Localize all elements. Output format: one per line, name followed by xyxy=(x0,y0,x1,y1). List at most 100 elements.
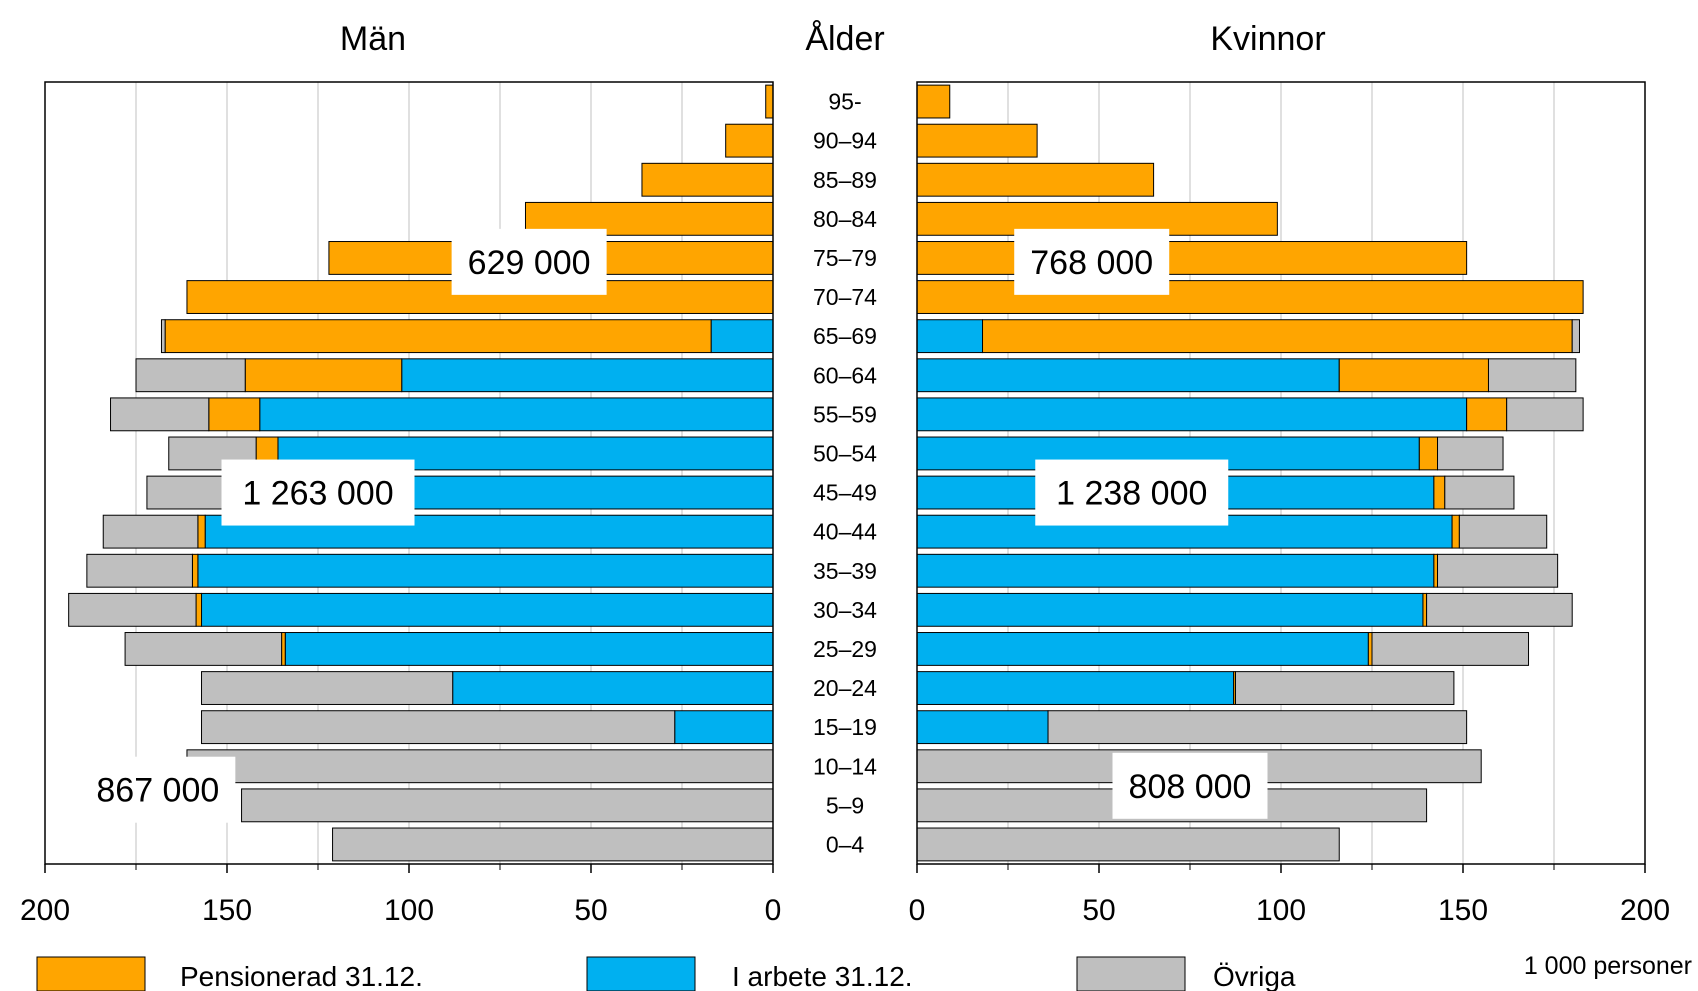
women-bar-15–19 xyxy=(916,710,1049,745)
right-tick-label: 0 xyxy=(909,894,926,927)
men-bar-5–9 xyxy=(241,788,774,823)
men-bar-40–44 xyxy=(197,514,206,549)
women-bar-50–54 xyxy=(1437,436,1504,471)
right-tick-label: 50 xyxy=(1082,894,1115,927)
women-bar-25–29 xyxy=(1371,632,1530,666)
annotation-box-men_working xyxy=(221,459,415,526)
annotation-box-women_other xyxy=(1112,752,1268,819)
women-bar-15–19 xyxy=(1047,710,1468,745)
age-label: 25–29 xyxy=(813,636,877,662)
men-bar-25–29 xyxy=(281,632,286,666)
women-bar-30–34 xyxy=(916,592,1424,627)
age-labels: 95- 90–94 85–89 80–84 75–79 70–74 65–69 60–64 55… xyxy=(813,89,877,858)
women-bar-55–59 xyxy=(1506,397,1584,432)
men-bar-55–59 xyxy=(110,397,210,432)
men-bar-90–94 xyxy=(725,123,774,158)
age-label: 50–54 xyxy=(813,440,877,466)
women-bar-60–64 xyxy=(1487,358,1577,393)
age-label: 45–49 xyxy=(813,480,877,506)
men-title: Män xyxy=(340,20,406,58)
men-bar-55–59 xyxy=(208,397,261,432)
right-tick-label: 200 xyxy=(1620,894,1670,927)
legend-label-working: I arbete 31.12. xyxy=(732,961,913,991)
men-bar-85–89 xyxy=(641,162,774,197)
age-label: 40–44 xyxy=(813,519,877,545)
age-title: Ålder xyxy=(805,20,884,58)
annotation-men_other: 867 000 xyxy=(96,772,219,810)
age-label: 75–79 xyxy=(813,245,877,271)
men-bar-15–19 xyxy=(674,710,774,745)
men-bar-25–29 xyxy=(124,632,283,666)
left-tick-label: 50 xyxy=(574,894,607,927)
annotation-women_working: 1 238 000 xyxy=(1056,475,1207,513)
legend-swatch-working xyxy=(586,956,696,991)
age-label: 60–64 xyxy=(813,362,877,388)
annotation-box-men_pensioners xyxy=(451,228,607,295)
annotation-box-women_working xyxy=(1035,459,1229,526)
men-bar-30–34 xyxy=(195,592,203,627)
women-bar-85–89 xyxy=(916,162,1155,197)
legend-label-pensioner: Pensionerad 31.12. xyxy=(180,961,423,991)
women-bar-20–24 xyxy=(1235,671,1455,705)
men-bar-35–39 xyxy=(197,553,774,588)
women-bar-50–54 xyxy=(1418,436,1439,471)
women-bar-90–94 xyxy=(916,123,1038,158)
annotation-box-women_pensioners xyxy=(1014,228,1170,295)
left-tick-label: 150 xyxy=(202,894,252,927)
age-label: 65–69 xyxy=(813,323,877,349)
annotation-women_pensioners: 768 000 xyxy=(1030,244,1153,282)
legend-swatch-pensioner xyxy=(36,956,146,991)
age-label: 30–34 xyxy=(813,597,877,623)
men-bar-65–69 xyxy=(160,319,166,354)
men-bar-45–49 xyxy=(146,475,232,510)
women-bar-55–59 xyxy=(916,397,1468,432)
annotation-women_other: 808 000 xyxy=(1129,768,1252,806)
annotation-men_pensioners: 629 000 xyxy=(468,244,591,282)
age-label: 90–94 xyxy=(813,128,877,154)
women-bar-65–69 xyxy=(982,319,1573,354)
women-bar-45–49 xyxy=(1444,475,1515,510)
axis-ticks: 200 150 100 50 0 0 50 100 150 200 xyxy=(20,864,1670,927)
men-bar-25–29 xyxy=(284,632,774,666)
men-bar-20–24 xyxy=(201,671,454,705)
age-label: 10–14 xyxy=(813,753,877,779)
age-label: 5–9 xyxy=(826,792,864,818)
men-bar-10–14 xyxy=(186,749,774,784)
women-bar-35–39 xyxy=(1437,553,1559,588)
age-label: 95- xyxy=(828,89,861,115)
men-bar-15–19 xyxy=(201,710,676,745)
women-bar-35–39 xyxy=(1433,553,1439,588)
women-bar-40–44 xyxy=(1451,514,1460,549)
women-bar-95- xyxy=(916,84,951,119)
men-bar-95- xyxy=(765,84,774,119)
age-label: 0–4 xyxy=(826,831,865,857)
right-tick-label: 100 xyxy=(1256,894,1306,927)
left-tick-label: 100 xyxy=(384,894,434,927)
women-bar-25–29 xyxy=(1367,632,1373,666)
men-bar-35–39 xyxy=(191,553,199,588)
left-tick-label: 200 xyxy=(20,894,70,927)
women-bar-65–69 xyxy=(916,319,984,354)
unit-label: 1 000 personer xyxy=(1524,952,1692,980)
age-label: 20–24 xyxy=(813,675,877,701)
women-bar-35–39 xyxy=(916,553,1435,588)
women-bar-40–44 xyxy=(1458,514,1548,549)
men-bar-30–34 xyxy=(68,592,197,627)
bars xyxy=(68,84,1584,862)
men-bar-35–39 xyxy=(86,553,193,588)
age-label: 35–39 xyxy=(813,558,877,584)
women-bar-30–34 xyxy=(1422,592,1428,627)
women-bar-65–69 xyxy=(1571,319,1580,354)
annotation-box-men_other xyxy=(80,756,236,823)
right-tick-label: 150 xyxy=(1438,894,1488,927)
legend: Pensionerad 31.12. I arbete 31.12. Övrig… xyxy=(36,956,1296,991)
legend-label-other: Övriga xyxy=(1213,961,1296,991)
women-title: Kvinnor xyxy=(1210,20,1325,58)
women-bar-60–64 xyxy=(1338,358,1489,393)
men-bar-20–24 xyxy=(452,671,774,705)
men-bar-30–34 xyxy=(201,592,774,627)
age-label: 70–74 xyxy=(813,284,877,310)
women-bar-45–49 xyxy=(1433,475,1446,510)
women-bar-30–34 xyxy=(1426,592,1573,627)
